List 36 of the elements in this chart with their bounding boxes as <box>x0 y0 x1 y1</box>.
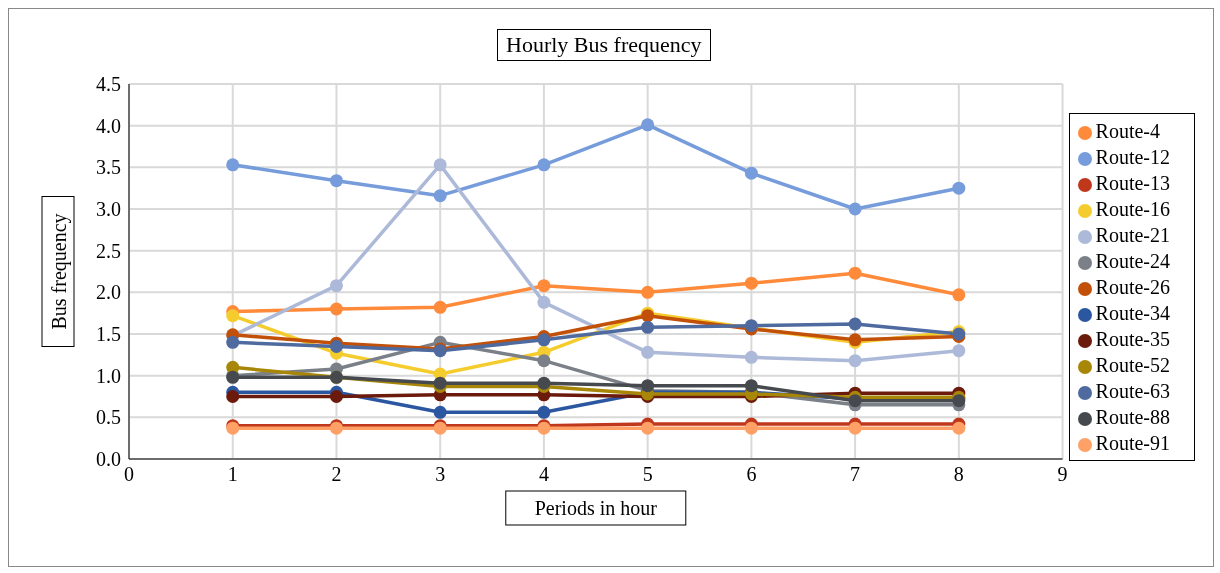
y-tick-label: 4.0 <box>96 114 121 137</box>
y-tick-label: 3.0 <box>96 198 121 221</box>
legend-label: Route-35 <box>1095 327 1170 350</box>
x-tick-label: 2 <box>331 463 342 486</box>
legend-label: Route-91 <box>1095 431 1170 454</box>
x-tick-label: 0 <box>124 463 134 486</box>
legend-label: Route-13 <box>1095 171 1170 194</box>
legend-label: Route-24 <box>1095 249 1170 272</box>
x-tick-label: 9 <box>1057 463 1068 486</box>
x-tick-label: 8 <box>953 463 964 486</box>
x-tick-label: 3 <box>435 463 446 486</box>
legend-label: Route-12 <box>1095 145 1170 168</box>
y-tick-label: 2.5 <box>96 239 121 262</box>
x-axis-title: Periods in hour <box>534 497 658 519</box>
y-tick-label: 1.0 <box>96 364 121 387</box>
chart-title: Hourly Bus frequency <box>497 29 711 61</box>
legend-label: Route-63 <box>1095 379 1170 402</box>
x-tick-label: 7 <box>850 463 861 486</box>
legend-label: Route-52 <box>1095 353 1170 376</box>
legend-label: Route-21 <box>1095 223 1170 246</box>
x-tick-label: 6 <box>746 463 757 486</box>
y-tick-label: 1.5 <box>96 323 121 346</box>
legend-label: Route-26 <box>1095 275 1170 298</box>
x-tick-label: 4 <box>538 463 549 486</box>
x-tick-label: 1 <box>227 463 238 486</box>
y-tick-label: 3.5 <box>96 156 121 179</box>
y-axis-title: Bus frequency <box>48 213 71 330</box>
y-tick-label: 0.5 <box>96 406 121 429</box>
y-tick-label: 2.0 <box>96 281 121 304</box>
y-tick-label: 4.5 <box>96 73 121 96</box>
legend-label: Route-4 <box>1095 119 1160 142</box>
y-tick-label: 0.0 <box>96 448 121 471</box>
legend-label: Route-34 <box>1095 301 1170 324</box>
legend-label: Route-88 <box>1095 405 1170 428</box>
x-tick-label: 5 <box>642 463 653 486</box>
legend-label: Route-16 <box>1095 197 1170 220</box>
